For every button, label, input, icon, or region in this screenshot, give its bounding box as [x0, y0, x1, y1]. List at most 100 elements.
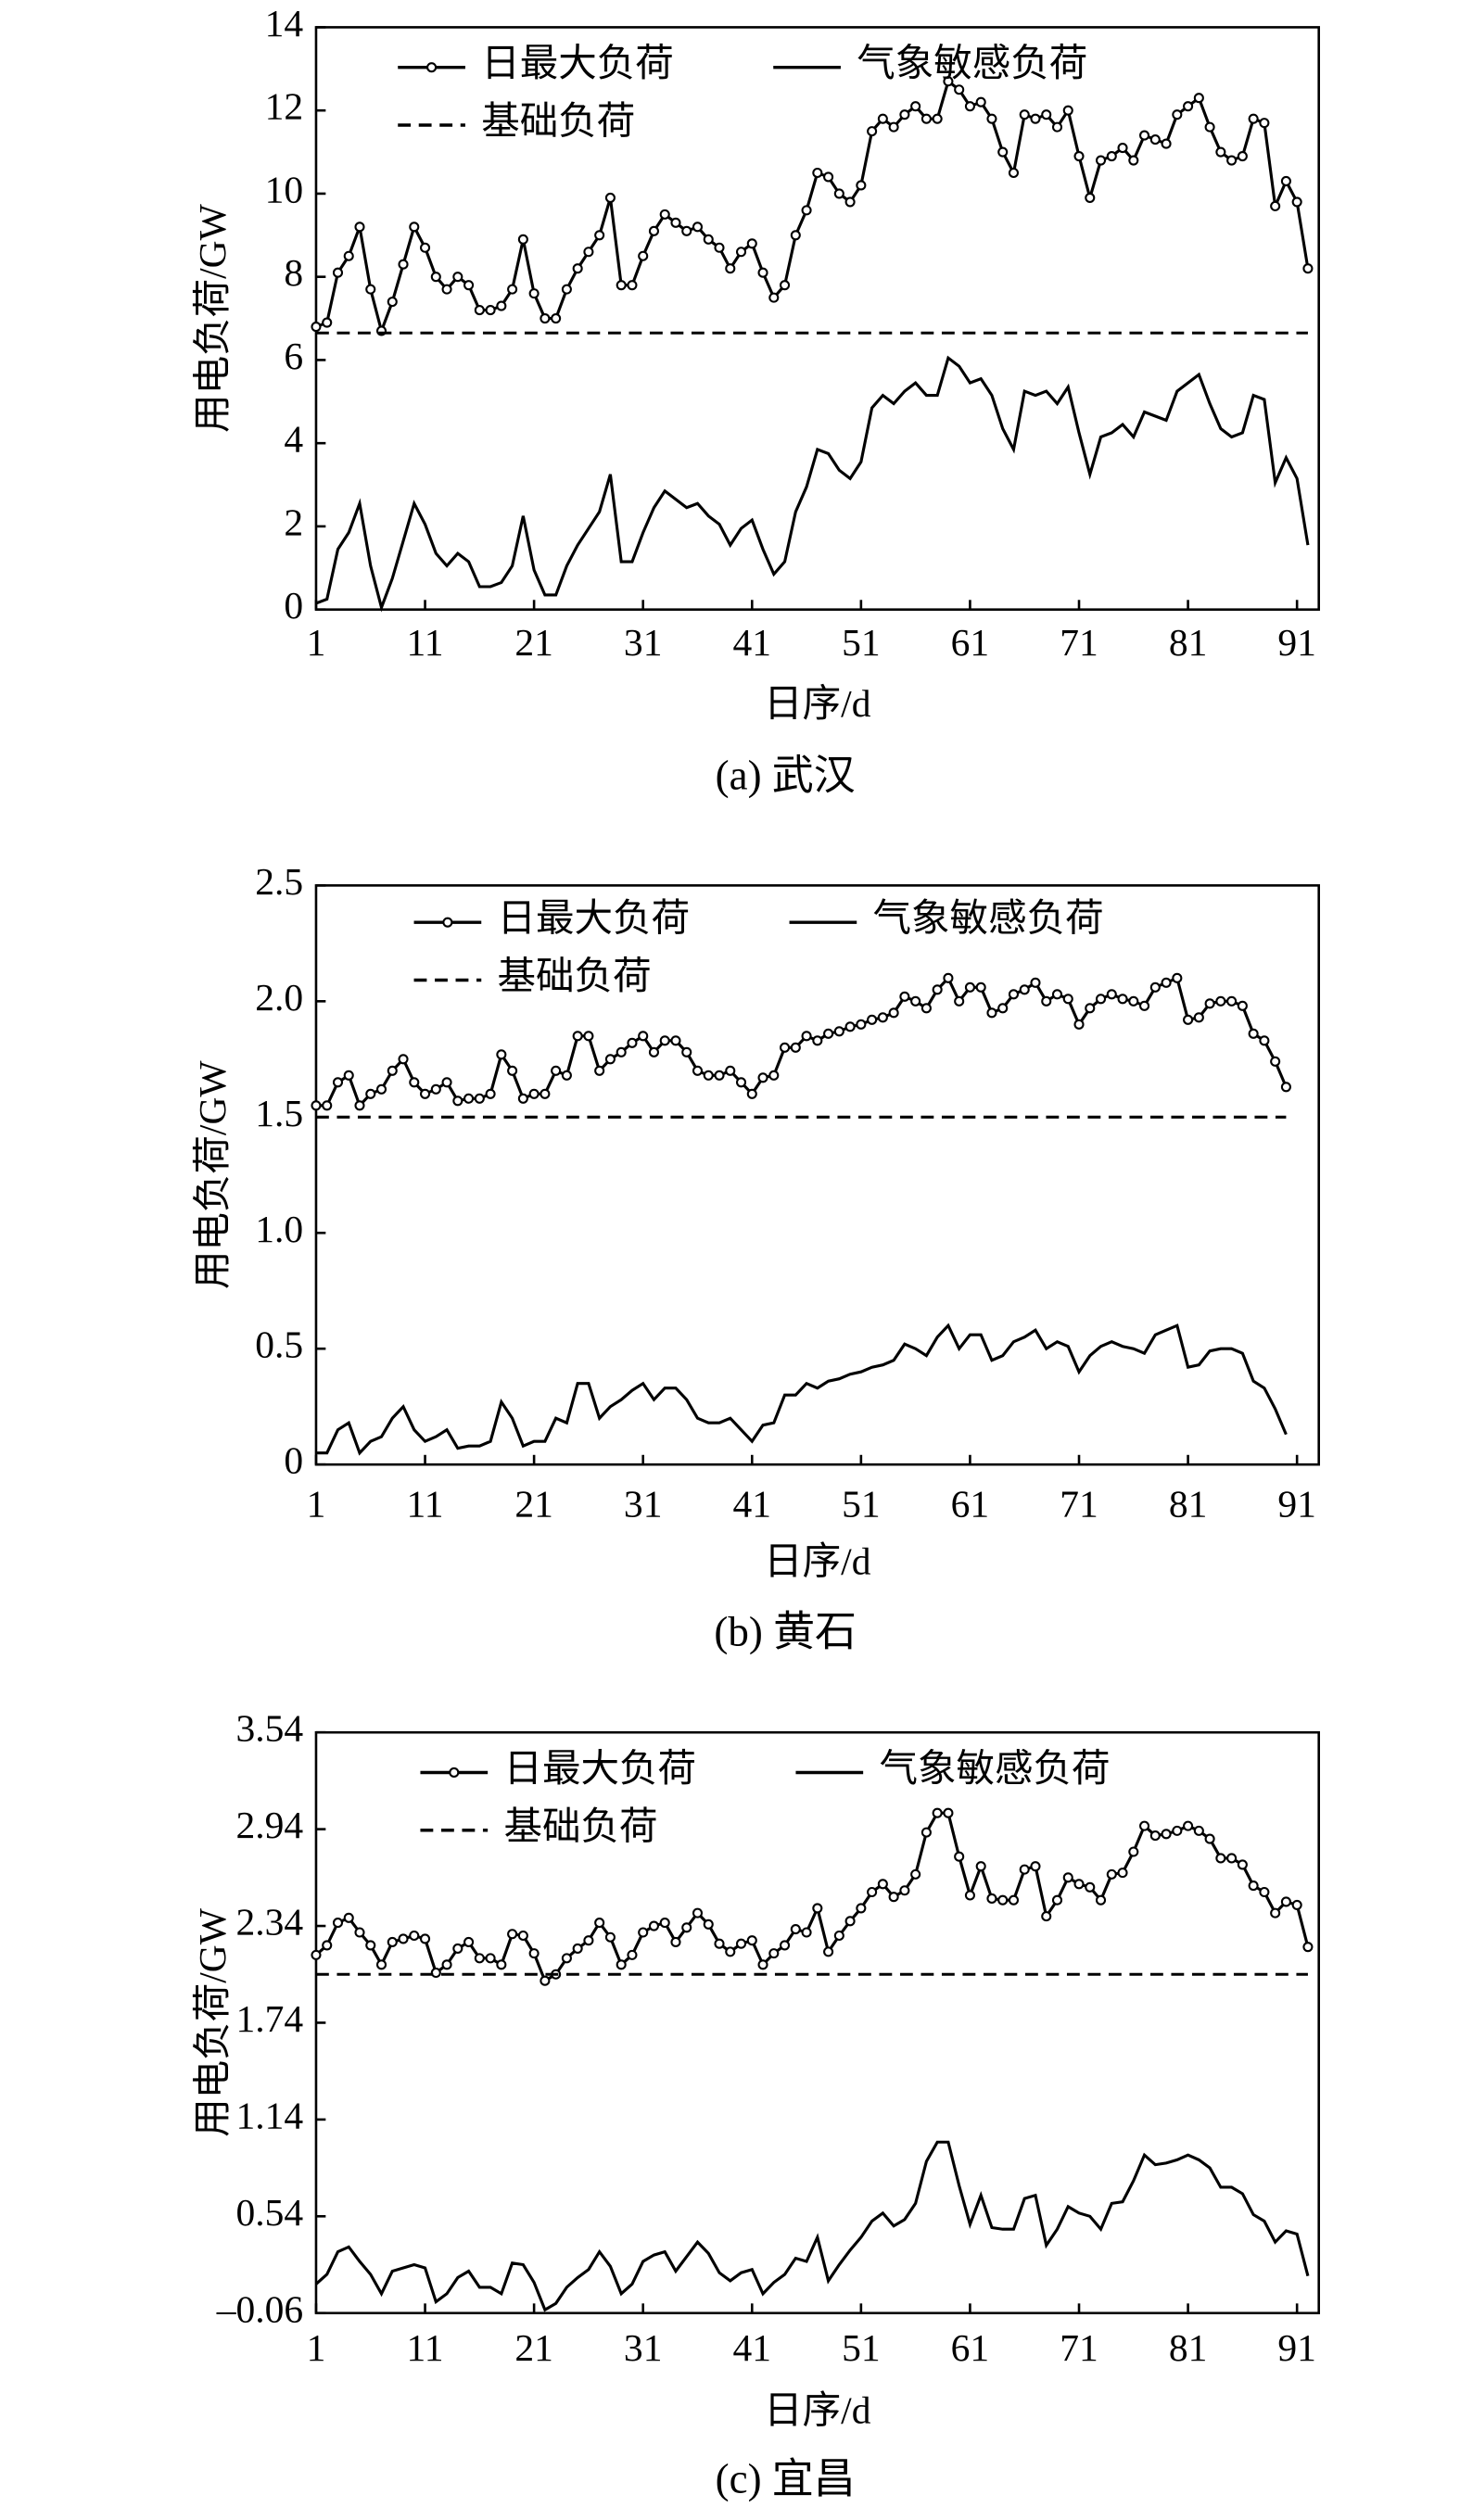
point-marker [1117, 1868, 1128, 1879]
point-marker [986, 1007, 997, 1019]
point-marker [703, 1918, 714, 1930]
point-marker [899, 1885, 910, 1896]
point-marker [398, 1933, 409, 1944]
point-marker [398, 259, 409, 270]
point-marker [920, 1003, 932, 1014]
point-marker [954, 1851, 965, 1862]
x-tick-label: 51 [842, 621, 881, 664]
point-marker [1008, 989, 1020, 1000]
point-marker [1237, 1000, 1248, 1011]
y-tick-label: 0 [284, 1439, 303, 1482]
point-marker [627, 280, 638, 291]
y-tick-label: –0.06 [216, 2287, 303, 2330]
point-marker [1149, 134, 1161, 146]
point-marker [1204, 998, 1215, 1009]
point-marker [1226, 155, 1238, 166]
point-marker [681, 1046, 692, 1057]
point-marker [1051, 989, 1063, 1000]
point-marker [528, 1948, 540, 1959]
point-marker [997, 1894, 1009, 1906]
point-marker [583, 1935, 594, 1946]
point-marker [910, 1868, 921, 1880]
point-marker [920, 113, 932, 124]
point-marker [1204, 121, 1215, 133]
point-marker [594, 1918, 605, 1929]
legend-marker [449, 1767, 460, 1779]
y-axis-label: 用电负荷/GW [191, 1060, 234, 1290]
point-marker [1030, 977, 1041, 988]
y-tick-label: 2 [284, 500, 303, 543]
point-marker [964, 1890, 975, 1901]
y-tick-label: 0 [284, 584, 303, 627]
point-marker [932, 113, 943, 124]
point-marker [1291, 1899, 1302, 1910]
point-marker [1270, 200, 1281, 211]
point-marker [507, 1065, 518, 1076]
point-marker [670, 1035, 681, 1046]
point-marker [1248, 113, 1259, 124]
point-marker [1008, 1894, 1020, 1906]
point-marker [943, 1807, 954, 1818]
point-marker [757, 1072, 768, 1083]
point-marker [463, 1936, 475, 1947]
point-marker [452, 1943, 463, 1954]
y-tick-label: 2.5 [255, 860, 303, 903]
point-marker [780, 280, 791, 291]
point-marker [441, 284, 452, 295]
point-marker [430, 1083, 441, 1095]
legend-label: 日最大负荷 [503, 1747, 696, 1790]
x-axis-label: 日序/d [764, 1540, 871, 1583]
point-marker [801, 1031, 812, 1042]
chart: –0.060.541.141.742.342.943.541 11 21 31 41 51… [191, 1707, 1320, 2502]
point-marker [1302, 263, 1314, 274]
point-marker [1280, 1082, 1291, 1093]
point-marker [354, 222, 365, 233]
point-marker [1073, 1019, 1085, 1030]
point-marker [561, 1953, 572, 1964]
y-tick-label: 2.94 [235, 1804, 303, 1846]
point-marker [604, 192, 616, 203]
legend-marker [442, 917, 453, 928]
series-line [315, 79, 1310, 336]
point-marker [1117, 994, 1128, 1005]
point-marker [616, 280, 627, 291]
series-line [315, 975, 1288, 1108]
point-marker [1183, 101, 1194, 112]
point-marker [943, 972, 954, 983]
point-marker [692, 1907, 704, 1918]
point-marker [572, 1943, 583, 1954]
y-tick-label: 8 [284, 251, 303, 294]
point-marker [648, 1046, 659, 1057]
legend-label: 基础负荷 [498, 955, 652, 997]
point-marker [627, 1949, 638, 1960]
point-marker [638, 250, 649, 261]
point-marker [1085, 192, 1096, 203]
point-marker [920, 1827, 932, 1838]
point-marker [322, 317, 333, 328]
point-marker [332, 267, 344, 278]
x-tick-label: 51 [842, 1482, 881, 1525]
point-marker [801, 1927, 812, 1938]
point-marker [561, 284, 572, 295]
point-marker [1193, 1825, 1204, 1836]
point-marker [780, 1940, 791, 1951]
point-marker [1095, 994, 1107, 1005]
point-marker [1019, 984, 1030, 995]
point-marker [343, 250, 354, 261]
point-marker [638, 1927, 649, 1938]
y-tick-label: 1.0 [255, 1208, 303, 1250]
plot-frame [314, 884, 1320, 1466]
point-marker [627, 1037, 638, 1048]
y-axis-label: 用电负荷/GW [191, 203, 234, 433]
point-marker [409, 1930, 420, 1942]
point-marker [1259, 1035, 1270, 1046]
point-marker [714, 1938, 725, 1949]
point-marker [670, 217, 681, 228]
point-marker [551, 313, 562, 324]
point-marker [1073, 150, 1085, 162]
x-tick-label: 21 [514, 2326, 553, 2369]
point-marker [833, 1026, 844, 1037]
point-marker [420, 1088, 431, 1099]
point-marker [833, 1930, 844, 1942]
